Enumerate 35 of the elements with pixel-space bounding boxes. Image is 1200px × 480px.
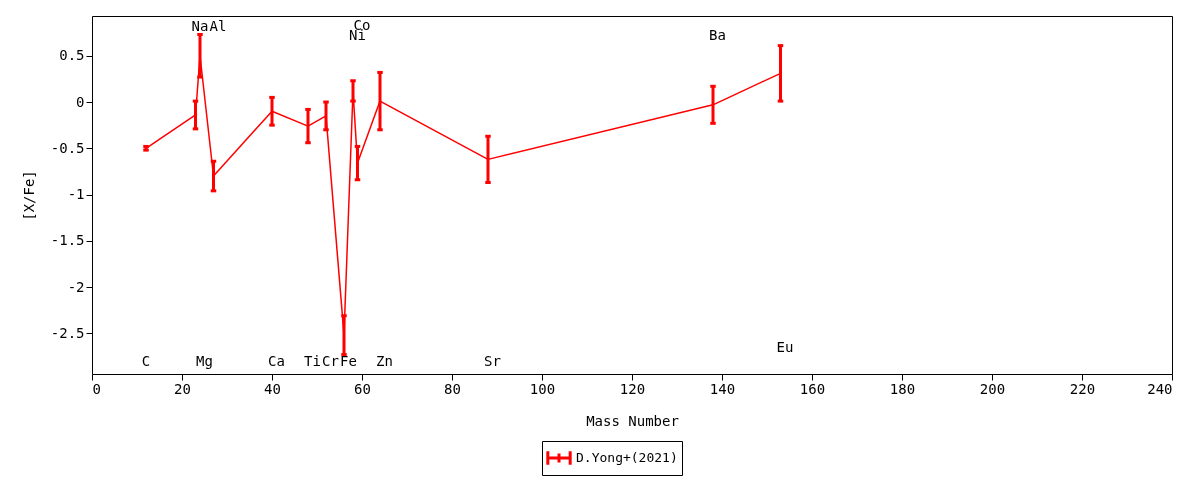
x-tick-label: 0 [92, 380, 101, 397]
annotation: Fe [340, 352, 357, 369]
y-tick-label: -0.5 [50, 139, 85, 156]
annotation: Ti [304, 352, 321, 369]
y-tick-label: 0 [76, 93, 85, 110]
y-axis-title: [X/Fe] [20, 170, 37, 221]
x-tick-label: 120 [619, 380, 646, 397]
x-tick-label: 200 [979, 380, 1006, 397]
x-tick-label: 40 [264, 380, 281, 397]
x-tick-label: 20 [174, 380, 191, 397]
x-tick-label: 240 [1147, 380, 1173, 397]
x-tick-label: 140 [709, 380, 736, 397]
x-tick-label: 160 [799, 380, 826, 397]
annotation: Sr [484, 352, 501, 369]
annotation: Na [191, 18, 209, 35]
x-axis-title: Mass Number [586, 412, 679, 429]
x-tick-label: 80 [444, 380, 461, 397]
annotation: C [141, 352, 151, 369]
legend-label: D.Yong+(2021) [576, 450, 678, 465]
annotation: Zn [376, 352, 393, 369]
x-tick-label: 220 [1069, 380, 1096, 397]
y-tick-label: -1.5 [50, 232, 85, 249]
y-tick-label: -2.5 [50, 324, 85, 341]
y-tick-label: -2 [67, 278, 85, 295]
annotation: Eu [776, 339, 794, 356]
annotation: Cr [322, 352, 339, 369]
annotation: Ca [268, 352, 285, 369]
x-tick-label: 100 [529, 380, 556, 397]
x-tick-label: 180 [889, 380, 916, 397]
annotation: Al [209, 18, 227, 35]
annotation: Mg [196, 352, 213, 369]
x-tick-label: 60 [354, 380, 371, 397]
annotation: Ba [709, 27, 726, 44]
y-tick-label: 0.5 [59, 47, 85, 64]
y-tick-label: -1 [67, 186, 85, 203]
